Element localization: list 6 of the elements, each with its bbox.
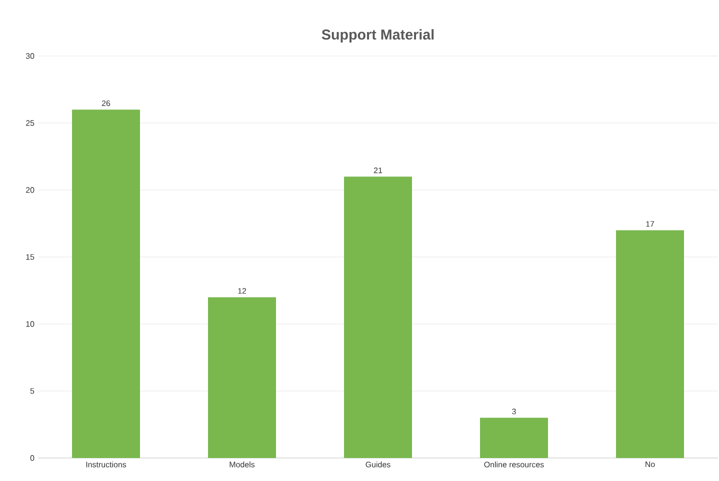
bar	[616, 230, 684, 458]
bar	[480, 418, 548, 458]
chart-title: Support Material	[322, 29, 434, 43]
bar	[344, 176, 412, 458]
bar	[208, 297, 276, 458]
bar	[72, 110, 140, 458]
